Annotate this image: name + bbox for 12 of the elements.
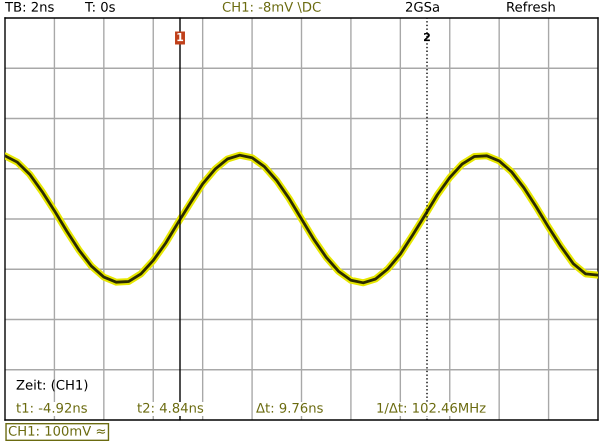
text: Refresh xyxy=(507,2,555,12)
text: t1: -4.92ns xyxy=(16,402,87,413)
text: T: 0s xyxy=(84,2,115,12)
text: Δt: 9.76ns xyxy=(256,402,323,413)
text: TB: 2ns xyxy=(4,2,54,12)
text: 1/Δt: 102.46MHz xyxy=(377,402,486,414)
text: Zeit: (CH1) xyxy=(16,380,88,392)
text: CH1: -8mV \DC xyxy=(222,2,320,13)
text: 2GSa xyxy=(406,2,439,12)
text: CH1: 100mV ≈ xyxy=(8,426,106,436)
text: 1 xyxy=(177,32,184,42)
text: t2: 4.84ns xyxy=(137,402,204,413)
